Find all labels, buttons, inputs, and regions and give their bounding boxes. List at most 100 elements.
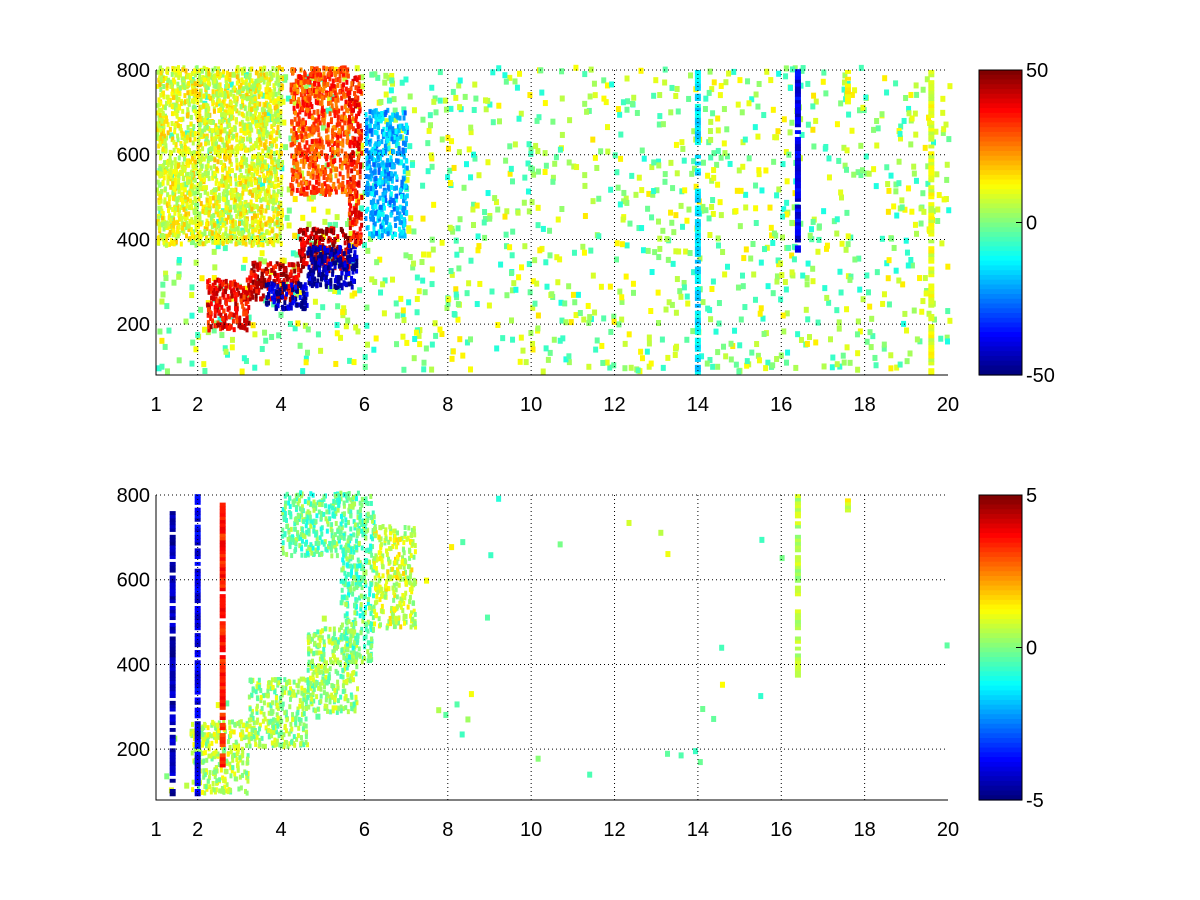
heatmap-cell <box>328 86 332 92</box>
heatmap-cell <box>893 267 899 274</box>
heatmap-cell <box>256 122 260 128</box>
heatmap-cell <box>255 196 259 202</box>
heatmap-cell <box>888 365 894 372</box>
heatmap-cell <box>366 206 370 212</box>
heatmap-cell <box>213 312 217 318</box>
heatmap-cell <box>859 167 865 174</box>
heatmap-cell <box>310 259 314 265</box>
heatmap-cell <box>353 207 357 213</box>
heatmap-cell <box>159 100 163 106</box>
heatmap-cell <box>336 119 340 125</box>
heatmap-cell <box>166 192 170 198</box>
heatmap-cell <box>724 126 730 133</box>
heatmap-cell <box>624 75 630 82</box>
heatmap-cell <box>733 361 739 368</box>
heatmap-cell <box>707 128 713 135</box>
heatmap-cell <box>450 88 456 95</box>
heatmap-cell <box>166 66 170 72</box>
heatmap-cell <box>536 114 542 121</box>
heatmap-cell <box>294 280 298 286</box>
heatmap-cell <box>212 83 216 89</box>
heatmap-cell <box>437 97 443 104</box>
heatmap-cell <box>515 209 521 216</box>
heatmap-cell <box>287 284 291 290</box>
heatmap-cell <box>331 66 335 72</box>
heatmap-cell <box>243 105 247 111</box>
heatmap-cell <box>180 198 184 204</box>
heatmap-cell <box>401 110 405 116</box>
heatmap-cell <box>355 242 359 248</box>
heatmap-cell <box>265 270 269 276</box>
heatmap-cell <box>482 215 488 222</box>
heatmap-cell <box>223 348 229 355</box>
heatmap-cell <box>402 176 406 182</box>
heatmap-cell <box>382 205 386 211</box>
heatmap-cell <box>699 353 705 360</box>
heatmap-cell <box>298 134 302 140</box>
heatmap-cell <box>354 94 358 100</box>
heatmap-cell <box>330 103 334 109</box>
heatmap-cell <box>708 154 714 161</box>
heatmap-cell <box>367 235 373 242</box>
heatmap-cell <box>296 267 300 273</box>
heatmap-cell <box>571 249 577 256</box>
heatmap-cell <box>317 258 321 264</box>
heatmap-cell <box>214 230 218 236</box>
heatmap-cell <box>410 264 416 271</box>
heatmap-cell <box>366 185 370 191</box>
heatmap-cell <box>346 157 350 163</box>
heatmap-cell <box>235 306 239 312</box>
heatmap-cell <box>221 72 225 78</box>
heatmap-cell <box>620 99 626 106</box>
heatmap-cell <box>330 186 334 192</box>
heatmap-cell <box>400 159 404 165</box>
heatmap-cell <box>195 65 199 71</box>
heatmap-cell <box>386 184 390 190</box>
heatmap-cell <box>468 336 474 343</box>
heatmap-cell <box>353 90 357 96</box>
heatmap-cell <box>464 339 470 346</box>
heatmap-cell <box>337 184 341 190</box>
heatmap-cell <box>329 69 333 75</box>
heatmap-cell <box>604 359 610 366</box>
heatmap-cell <box>235 309 239 315</box>
heatmap-cell <box>278 147 282 153</box>
heatmap-cell <box>222 182 226 188</box>
heatmap-cell <box>355 268 359 274</box>
heatmap-cell <box>312 66 316 72</box>
heatmap-cell <box>403 252 409 259</box>
heatmap-cell <box>820 78 826 85</box>
heatmap-cell <box>728 356 734 363</box>
heatmap-cell <box>293 116 297 122</box>
heatmap-cell <box>168 169 172 175</box>
heatmap-cell <box>258 191 262 197</box>
heatmap-cell <box>340 312 346 319</box>
heatmap-cell <box>211 287 215 293</box>
heatmap-cell <box>220 304 224 310</box>
heatmap-cell <box>447 180 453 187</box>
heatmap-cell <box>306 76 310 82</box>
heatmap-cell <box>387 171 391 177</box>
heatmap-cell <box>347 197 351 203</box>
heatmap-cell <box>663 306 669 313</box>
heatmap-cell <box>944 334 950 341</box>
heatmap-cell <box>791 256 797 263</box>
heatmap-cell <box>496 65 502 72</box>
heatmap-cell <box>758 305 764 312</box>
heatmap-cell <box>718 82 724 89</box>
heatmap-cell <box>324 169 328 175</box>
heatmap-cell <box>785 244 791 251</box>
heatmap-cell <box>294 78 298 84</box>
heatmap-cell <box>810 265 816 272</box>
heatmap-cell <box>303 240 307 246</box>
heatmap-cell <box>355 258 359 264</box>
heatmap-cell <box>525 160 531 167</box>
heatmap-cell <box>207 323 211 329</box>
heatmap-cell <box>380 227 384 233</box>
heatmap-cell <box>282 76 288 83</box>
heatmap-cell <box>171 195 175 201</box>
heatmap-cell <box>896 180 902 187</box>
heatmap-cell <box>253 260 257 266</box>
heatmap-cell <box>753 182 759 189</box>
heatmap-cell <box>334 214 340 221</box>
